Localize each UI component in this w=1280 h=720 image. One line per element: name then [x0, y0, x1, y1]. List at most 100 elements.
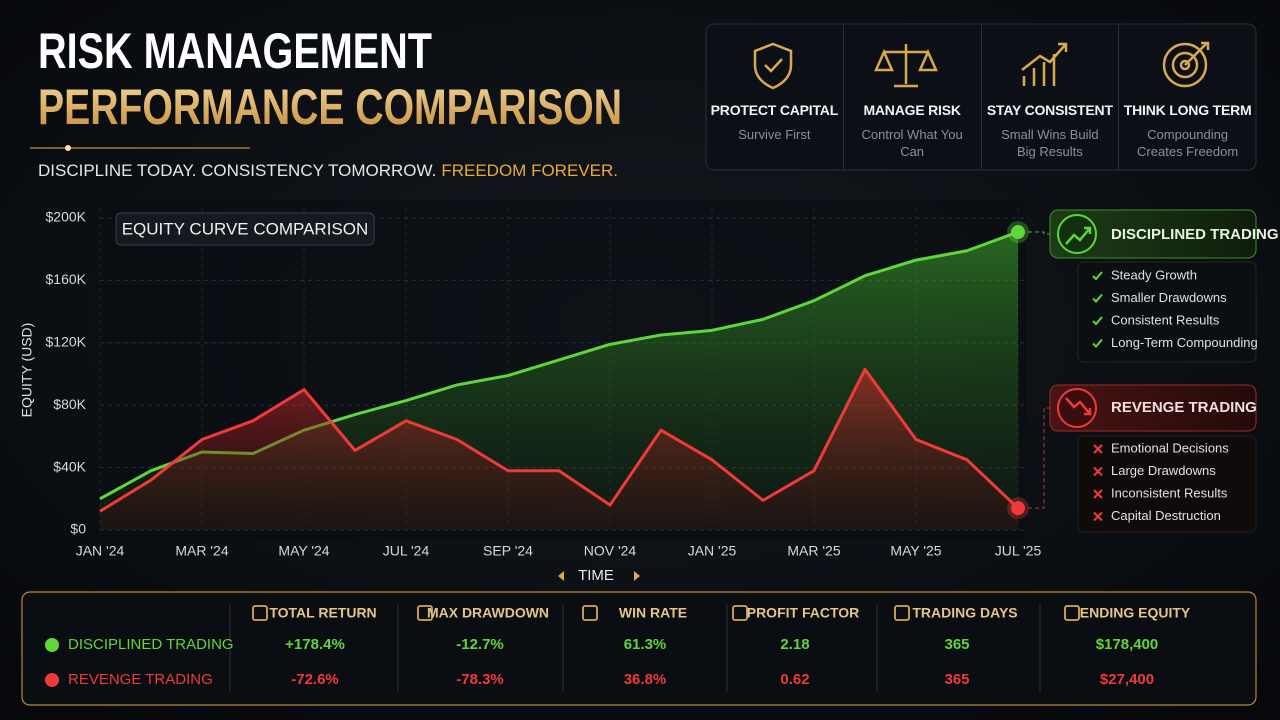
column-header: MAX DRAWDOWN: [427, 605, 549, 621]
title-line1: RISK MANAGEMENT: [38, 23, 432, 79]
cross-mark: [1093, 466, 1103, 477]
column-icon: [1064, 605, 1080, 621]
column-header: TOTAL RETURN: [269, 605, 376, 621]
x-tick-label: JUL '24: [383, 543, 430, 559]
stat-value: 2.18: [780, 636, 809, 653]
y-tick-label: $0: [70, 521, 86, 537]
check-mark: [1092, 338, 1103, 348]
tagline-highlight: FREEDOM FOREVER.: [441, 161, 618, 180]
pillar-text: Small Wins Build Big Results: [1001, 127, 1099, 159]
pillar: MANAGE RISK Control What You Can: [844, 24, 982, 170]
check-mark: [1092, 293, 1103, 303]
end-point: [1011, 225, 1025, 240]
pillar-title: MANAGE RISK: [863, 102, 961, 118]
divider-glow: [65, 145, 71, 151]
connector: [1028, 407, 1050, 509]
stat-value: $27,400: [1100, 671, 1154, 688]
tagline: DISCIPLINE TODAY. CONSISTENCY TOMORROW. F…: [38, 161, 618, 180]
green-icon: [1065, 226, 1092, 245]
chart: $0 $40K $80K $120K $160K $200K JAN '24 MAR '24 M…: [46, 208, 1050, 559]
target-mid: [1171, 51, 1199, 79]
x-tick-label: MAR '25: [787, 543, 840, 559]
legend-panel-red: [1049, 384, 1257, 432]
target-outer: [1162, 42, 1208, 88]
column-icon: [894, 605, 910, 621]
stat-value: 61.3%: [624, 636, 667, 653]
column-icon: [252, 605, 268, 621]
x-tick-label: JAN '24: [76, 543, 125, 559]
y-axis-label: EQUITY (USD): [19, 323, 35, 418]
row-name: DISCIPLINED TRADING: [68, 636, 234, 653]
check-icon: [764, 58, 783, 73]
legend-point: Consistent Results: [1111, 312, 1220, 327]
stat-value: 0.62: [780, 671, 809, 688]
pillars: PROTECT CAPITAL Survive First MANAGE RISK…: [706, 24, 1256, 170]
arrow-icon: [1184, 41, 1210, 66]
stat-value: -78.3%: [456, 671, 504, 688]
legend-title: REVENGE TRADING: [1111, 399, 1257, 416]
legend-points: Steady Growth Smaller Drawdowns Consistent…: [1092, 267, 1258, 523]
row-name: REVENGE TRADING: [68, 671, 213, 688]
column-header: ENDING EQUITY: [1080, 605, 1191, 621]
y-tick-label: $200K: [46, 209, 87, 225]
y-tick-label: $160K: [46, 271, 87, 287]
x-tick-label: SEP '24: [483, 543, 533, 559]
shield-icon: [753, 42, 793, 90]
legend-point: Capital Destruction: [1111, 508, 1221, 523]
x-tick-label: MAR '24: [175, 543, 228, 559]
stats-box: [21, 591, 1257, 706]
pillar-text: Compounding Creates Freedom: [1137, 127, 1239, 159]
row-dot: [45, 673, 59, 687]
x-tick-label: MAY '24: [278, 543, 329, 559]
legend-point: Large Drawdowns: [1111, 463, 1216, 478]
pillar-title: STAY CONSISTENT: [986, 102, 1113, 118]
red-icon: [1065, 397, 1092, 416]
pillar-title: PROTECT CAPITAL: [710, 102, 839, 118]
x-tick-label: JAN '25: [688, 543, 737, 559]
stats-table: TOTAL RETURN MAX DRAWDOWN WIN RATE PROFIT F…: [45, 604, 1191, 692]
legend-panel-green: [1049, 209, 1257, 259]
pillar-text: Control What You Can: [861, 127, 963, 159]
pillar: PROTECT CAPITAL Survive First: [706, 24, 844, 170]
legend-point: Long-Term Compounding: [1111, 335, 1258, 350]
stat-value: $178,400: [1096, 636, 1159, 653]
column-icon: [417, 605, 433, 621]
stat-value: 365: [944, 671, 969, 688]
pillar-icons: [753, 41, 1210, 90]
y-tick-label: $40K: [53, 458, 86, 474]
pillar-text: Survive First: [738, 127, 811, 142]
stat-value: -12.7%: [456, 636, 504, 653]
check-mark: [1092, 316, 1103, 326]
legend-point: Steady Growth: [1111, 267, 1197, 282]
column-icon: [732, 605, 748, 621]
column-header: PROFIT FACTOR: [747, 605, 860, 621]
stat-value: 36.8%: [624, 671, 667, 688]
legend-point: Emotional Decisions: [1111, 440, 1229, 455]
cross-mark: [1093, 444, 1103, 454]
x-tick-label: NOV '24: [584, 543, 637, 559]
stat-value: 365: [944, 636, 969, 653]
scales-icon: [874, 44, 938, 88]
y-tick-label: $120K: [46, 334, 87, 350]
pillar: THINK LONG TERM Compounding Creates Freed…: [1119, 24, 1256, 170]
pillar: STAY CONSISTENT Small Wins Build Big Resu…: [982, 24, 1120, 170]
x-tick-label: MAY '25: [890, 543, 941, 559]
target-inner: [1179, 59, 1191, 71]
legend-title: DISCIPLINED TRADING: [1111, 226, 1279, 243]
x-axis-label: TIME: [578, 567, 614, 584]
end-point: [1011, 501, 1025, 516]
x-tick-label: JUL '25: [995, 543, 1042, 559]
row-dot: [45, 638, 59, 652]
connector: [1028, 231, 1050, 235]
cross-mark: [1093, 511, 1103, 522]
cross-mark: [1093, 489, 1103, 499]
stat-value: -72.6%: [291, 671, 339, 688]
chart-title-box: [115, 212, 375, 246]
column-header: WIN RATE: [619, 605, 687, 621]
series-line: [99, 367, 1020, 513]
stat-value: +178.4%: [285, 636, 345, 653]
